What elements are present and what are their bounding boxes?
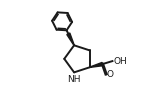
Text: NH: NH (67, 75, 81, 84)
Text: OH: OH (113, 57, 127, 66)
Text: O: O (107, 70, 114, 79)
Polygon shape (67, 33, 74, 45)
Polygon shape (90, 62, 103, 67)
